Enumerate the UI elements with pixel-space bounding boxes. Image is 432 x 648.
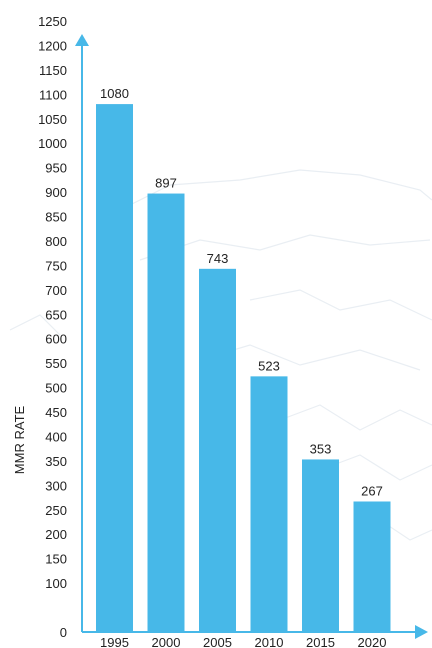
bar-data-labels: 1080 897 743 523 353 267 — [100, 86, 383, 498]
x-tick-label: 1995 — [100, 635, 129, 648]
y-tick-label: 200 — [45, 527, 67, 542]
bar-value-label: 897 — [155, 176, 177, 191]
y-tick-label: 500 — [45, 381, 67, 396]
y-tick-label: 850 — [45, 210, 67, 225]
bar-value-label: 523 — [258, 358, 280, 373]
y-tick-label: 1050 — [38, 112, 67, 127]
y-tick-label: 1200 — [38, 38, 67, 53]
y-axis-label: MMR RATE — [12, 405, 27, 474]
x-axis-ticks: 1995 2000 2005 2010 2015 2020 — [100, 635, 386, 648]
y-tick-label: 550 — [45, 356, 67, 371]
bar-value-label: 353 — [310, 441, 332, 456]
bar-2020 — [353, 501, 391, 632]
bar-2005 — [199, 268, 236, 632]
y-tick-label: 350 — [45, 454, 67, 469]
y-tick-label: 1000 — [38, 136, 67, 151]
bars — [96, 104, 391, 633]
y-tick-label: 1100 — [39, 87, 67, 102]
x-axis-arrow-icon — [415, 625, 428, 639]
y-tick-label: 100 — [45, 576, 67, 591]
y-axis-arrow-icon — [75, 34, 89, 46]
x-tick-label: 2015 — [306, 635, 335, 648]
y-tick-label: 700 — [45, 283, 67, 298]
axes — [75, 34, 428, 639]
y-tick-label: 1250 — [38, 14, 67, 29]
y-tick-label: 0 — [60, 625, 67, 640]
x-tick-label: 2005 — [203, 635, 232, 648]
bar-value-label: 743 — [207, 251, 229, 266]
bar-2015 — [302, 459, 339, 632]
bar-2000 — [147, 193, 185, 633]
bar-value-label: 267 — [361, 483, 383, 498]
y-tick-label: 950 — [45, 161, 67, 176]
y-axis-ticks: 0 100 150 200 250 300 350 400 450 500 550 600 650 700… — [38, 14, 67, 640]
y-tick-label: 650 — [45, 307, 67, 322]
y-tick-label: 750 — [45, 258, 67, 273]
y-tick-label: 1150 — [39, 63, 67, 78]
x-tick-label: 2010 — [255, 635, 284, 648]
y-tick-label: 250 — [45, 503, 67, 518]
bar-2010 — [250, 376, 288, 632]
x-tick-label: 2000 — [152, 635, 181, 648]
bar-1995 — [96, 104, 133, 632]
y-tick-label: 150 — [45, 552, 67, 567]
y-tick-label: 300 — [45, 478, 67, 493]
y-tick-label: 450 — [45, 405, 67, 420]
y-tick-label: 800 — [45, 234, 67, 249]
bar-value-label: 1080 — [100, 86, 129, 101]
y-tick-label: 400 — [45, 429, 67, 444]
y-tick-label: 900 — [45, 185, 67, 200]
x-tick-label: 2020 — [358, 635, 387, 648]
y-tick-label: 600 — [45, 332, 67, 347]
